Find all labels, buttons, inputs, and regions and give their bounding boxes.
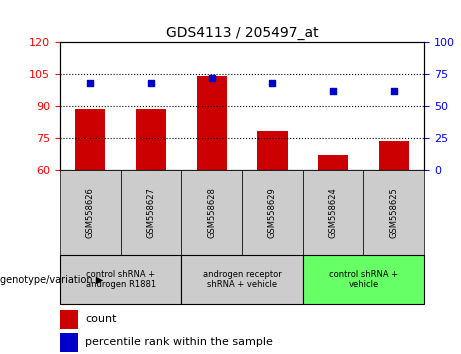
Point: [87, 80, 94, 86]
Text: GSM558626: GSM558626: [86, 187, 95, 238]
Text: GSM558624: GSM558624: [329, 187, 337, 238]
Bar: [303, 255, 424, 304]
Point: [208, 75, 215, 81]
Text: count: count: [85, 314, 117, 325]
Bar: [318, 155, 348, 170]
Text: GSM558625: GSM558625: [389, 187, 398, 238]
Bar: [378, 141, 409, 170]
Bar: [60, 170, 121, 255]
Text: GSM558628: GSM558628: [207, 187, 216, 238]
Bar: [60, 255, 181, 304]
Bar: [196, 76, 227, 170]
Bar: [75, 109, 106, 170]
Bar: [257, 131, 288, 170]
Point: [329, 88, 337, 94]
Bar: [242, 170, 303, 255]
Text: percentile rank within the sample: percentile rank within the sample: [85, 337, 273, 348]
Bar: [181, 170, 242, 255]
Text: genotype/variation ▶: genotype/variation ▶: [0, 275, 103, 285]
Text: control shRNA +
androgen R1881: control shRNA + androgen R1881: [86, 270, 156, 289]
Bar: [60, 333, 78, 352]
Bar: [181, 255, 303, 304]
Text: GSM558627: GSM558627: [147, 187, 155, 238]
Title: GDS4113 / 205497_at: GDS4113 / 205497_at: [165, 26, 319, 40]
Point: [148, 80, 155, 86]
Bar: [121, 170, 181, 255]
Bar: [60, 310, 78, 329]
Text: GSM558629: GSM558629: [268, 187, 277, 238]
Point: [390, 88, 397, 94]
Text: control shRNA +
vehicle: control shRNA + vehicle: [329, 270, 398, 289]
Bar: [303, 170, 363, 255]
Text: androgen receptor
shRNA + vehicle: androgen receptor shRNA + vehicle: [203, 270, 281, 289]
Bar: [136, 109, 166, 170]
Bar: [363, 170, 424, 255]
Point: [269, 80, 276, 86]
